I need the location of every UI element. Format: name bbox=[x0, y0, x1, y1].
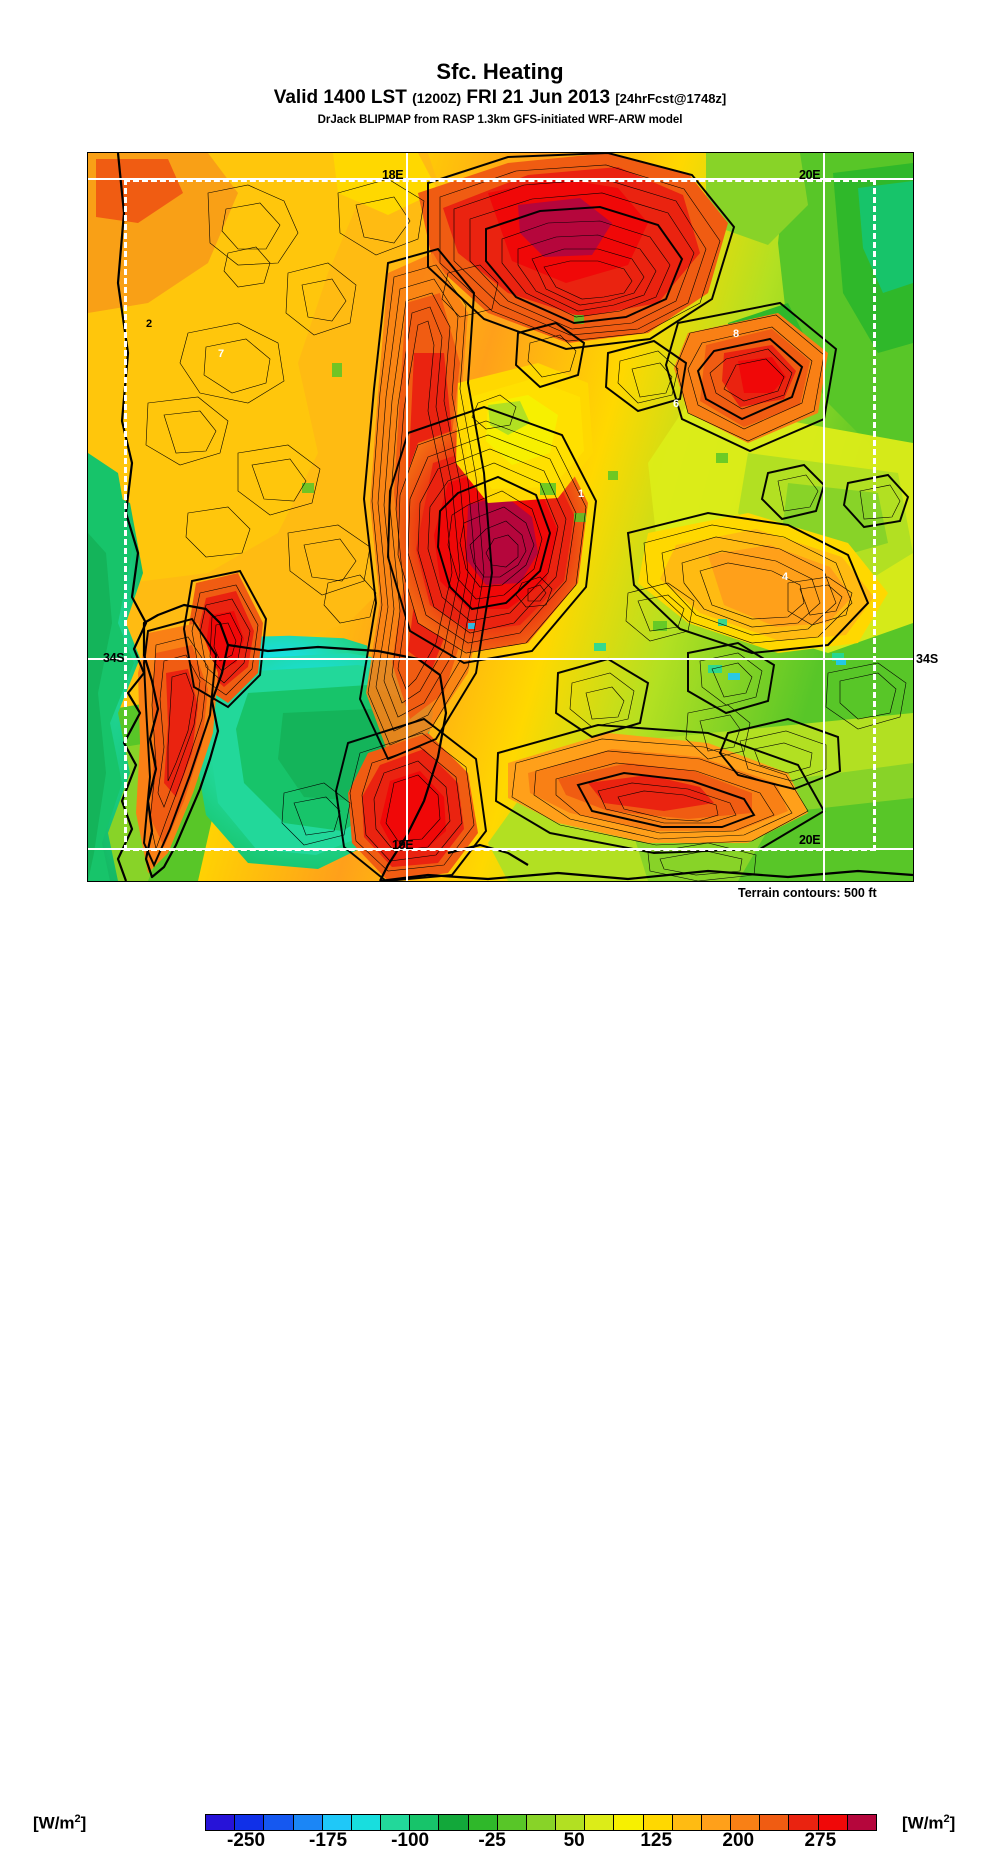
colorbar-swatch bbox=[439, 1815, 469, 1830]
contour-label-7: 7 bbox=[218, 348, 225, 360]
colorbar-swatch bbox=[731, 1815, 761, 1830]
colorbar-swatch bbox=[614, 1815, 644, 1830]
colorbar-tick-label: 50 bbox=[563, 1830, 585, 1851]
colorbar-swatch bbox=[818, 1815, 848, 1830]
colorbar-tick-label: -100 bbox=[391, 1830, 430, 1851]
valid-time-prefix: Valid 1400 LST bbox=[273, 87, 407, 108]
valid-time-line: Valid 1400 LST (1200Z) FRI 21 Jun 2013 [… bbox=[0, 86, 1000, 111]
colorbar-swatch bbox=[585, 1815, 615, 1830]
colorbar-swatch bbox=[789, 1815, 819, 1830]
graticule-label-34s-right: 34S bbox=[916, 652, 939, 666]
colorbar-tick-label: 125 bbox=[640, 1830, 673, 1851]
colorbar-tick-label: 200 bbox=[722, 1830, 755, 1851]
title-block: Sfc. Heating Valid 1400 LST (1200Z) FRI … bbox=[0, 60, 1000, 127]
colorbar-swatch bbox=[206, 1815, 236, 1830]
colorbar-swatch bbox=[264, 1815, 294, 1830]
colorbar-swatch bbox=[643, 1815, 673, 1830]
colorbar-swatch bbox=[526, 1815, 557, 1830]
graticule-label-18e: 18E bbox=[382, 168, 404, 182]
valid-time-zulu: (1200Z) bbox=[412, 90, 462, 106]
colorbar-tick-label: -175 bbox=[309, 1830, 348, 1851]
colorbar-swatch bbox=[293, 1815, 323, 1830]
colorbar-swatch bbox=[847, 1815, 876, 1830]
valid-date: FRI 21 Jun 2013 bbox=[466, 87, 611, 108]
model-line: DrJack BLIPMAP from RASP 1.3km GFS-initi… bbox=[317, 114, 683, 126]
forecast-map[interactable]: 18E 20E 34S 19E 20E 2 7 6 8 1 4 bbox=[87, 152, 914, 882]
colorbar-swatch bbox=[672, 1815, 702, 1830]
colorbar-swatch bbox=[410, 1815, 440, 1830]
graticule-lon-line bbox=[406, 153, 408, 881]
graticule-label-34s-left: 34S bbox=[103, 651, 125, 665]
page-title: Sfc. Heating bbox=[436, 59, 564, 84]
colorbar-tick-labels: -250 -175 -100 -25 50 125 200 275 bbox=[0, 1830, 1000, 1856]
colorbar-swatch bbox=[760, 1815, 790, 1830]
colorbar-swatch bbox=[468, 1815, 498, 1830]
colorbar-swatch bbox=[235, 1815, 265, 1830]
graticule-label-20e-top: 20E bbox=[799, 168, 821, 182]
colorbar-gradient bbox=[205, 1814, 877, 1831]
contour-label-1: 1 bbox=[578, 488, 585, 500]
colorbar-swatch bbox=[381, 1815, 411, 1830]
contour-label-6: 6 bbox=[673, 398, 680, 410]
forecast-tag: [24hrFcst@1748z] bbox=[615, 91, 727, 106]
colorbar-swatch bbox=[351, 1815, 382, 1830]
graticule-label-19e: 19E bbox=[392, 838, 414, 852]
colorbar-tick-label: -250 bbox=[227, 1830, 266, 1851]
colorbar-swatch bbox=[556, 1815, 586, 1830]
colorbar-tick-label: -25 bbox=[478, 1830, 506, 1851]
colorbar-swatch bbox=[701, 1815, 732, 1830]
contour-label-4: 4 bbox=[782, 571, 789, 583]
colorbar-legend: [W/m2] [W/m2] -250 -175 -100 -25 50 125 200 275 bbox=[0, 905, 1000, 1851]
colorbar-swatch bbox=[497, 1815, 527, 1830]
colorbar-swatch bbox=[322, 1815, 352, 1830]
model-domain-box bbox=[124, 179, 876, 851]
terrain-contour-note: Terrain contours: 500 ft bbox=[736, 886, 879, 900]
graticule-lon-line bbox=[823, 153, 825, 881]
graticule-lat-line bbox=[88, 658, 913, 660]
graticule-lat-line bbox=[88, 178, 913, 180]
graticule-label-20e-bottom: 20E bbox=[799, 833, 821, 847]
contour-label-2: 2 bbox=[146, 318, 153, 330]
contour-label-8: 8 bbox=[733, 328, 740, 340]
colorbar-tick-label: 275 bbox=[804, 1830, 837, 1851]
